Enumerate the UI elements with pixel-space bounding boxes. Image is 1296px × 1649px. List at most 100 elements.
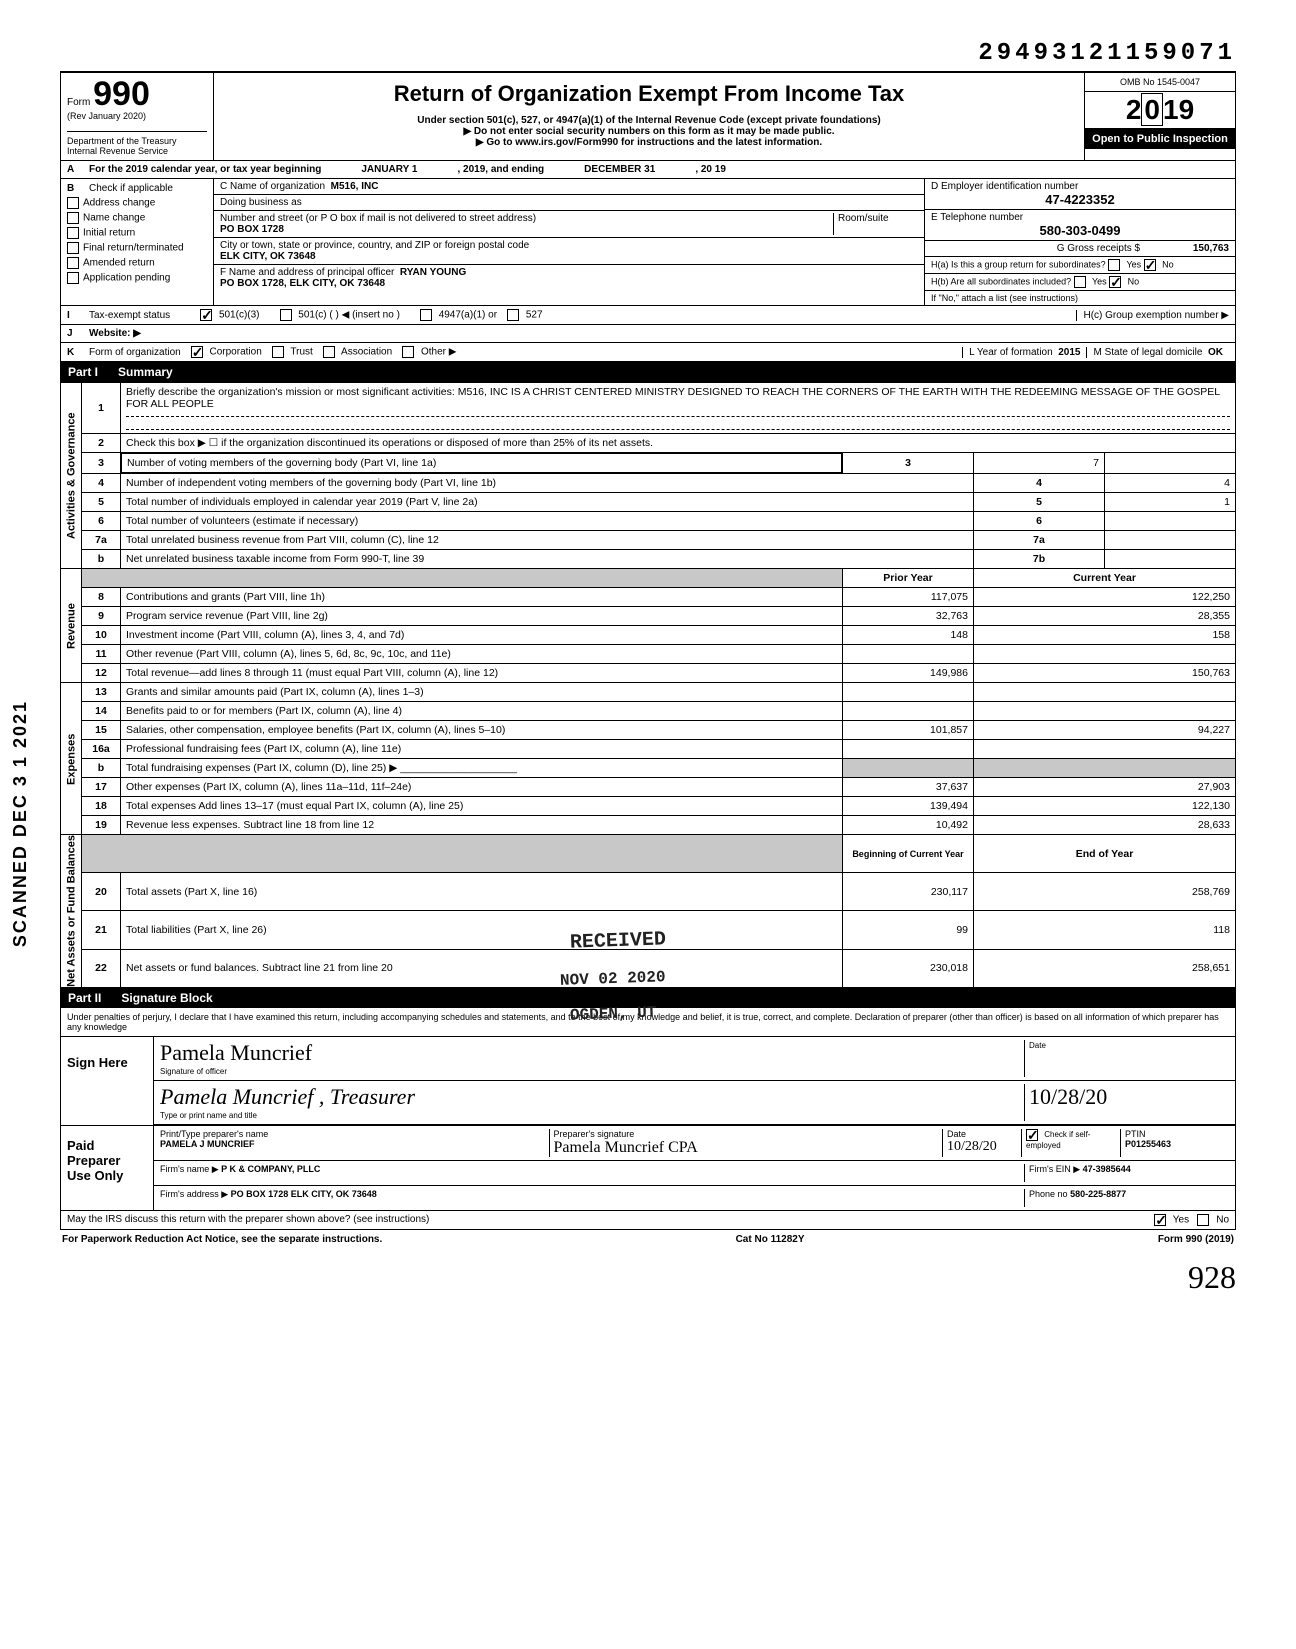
checkbox-initial-return[interactable] bbox=[67, 227, 79, 239]
check-applicable: Check if applicable bbox=[89, 183, 173, 194]
row-a: A For the 2019 calendar year, or tax yea… bbox=[60, 161, 1236, 179]
table-row: 7aTotal unrelated business revenue from … bbox=[61, 531, 1236, 550]
row-desc: Revenue less expenses. Subtract line 18 … bbox=[121, 816, 843, 835]
preparer-signature: Pamela Muncrief CPA bbox=[554, 1139, 698, 1156]
row-desc: Contributions and grants (Part VIII, lin… bbox=[121, 588, 843, 607]
firm-ein: 47-3985644 bbox=[1083, 1164, 1131, 1174]
street-label: Number and street (or P O box if mail is… bbox=[220, 213, 833, 224]
table-row: 9Program service revenue (Part VIII, lin… bbox=[61, 607, 1236, 626]
side-expenses: Expenses bbox=[61, 683, 82, 835]
begin-val: 230,117 bbox=[843, 873, 974, 911]
row-code: 7b bbox=[974, 550, 1105, 569]
row-desc: Number of voting members of the governin… bbox=[127, 457, 836, 469]
form-note2: ▶ Go to www.irs.gov/Form990 for instruct… bbox=[220, 137, 1078, 148]
begin-header: Beginning of Current Year bbox=[843, 835, 974, 873]
checkbox-address-change[interactable] bbox=[67, 197, 79, 209]
row-desc: Other revenue (Part VIII, column (A), li… bbox=[121, 645, 843, 664]
row-num: b bbox=[82, 550, 121, 569]
checkbox-other[interactable] bbox=[402, 346, 414, 358]
opt-501c3: 501(c)(3) bbox=[219, 310, 260, 321]
table-row: bNet unrelated business taxable income f… bbox=[61, 550, 1236, 569]
checkbox-ha-yes[interactable] bbox=[1108, 259, 1120, 271]
row-code: 4 bbox=[974, 474, 1105, 493]
checkbox-trust[interactable] bbox=[272, 346, 284, 358]
checkbox-hb-no[interactable] bbox=[1109, 276, 1121, 288]
checkbox-self-employed[interactable] bbox=[1026, 1129, 1038, 1141]
row-val: 1 bbox=[1105, 493, 1236, 512]
checkbox-amended[interactable] bbox=[67, 257, 79, 269]
prior-val bbox=[843, 645, 974, 664]
checkbox-pending[interactable] bbox=[67, 272, 79, 284]
table-row: 8Contributions and grants (Part VIII, li… bbox=[61, 588, 1236, 607]
pdate-label: Date bbox=[947, 1129, 966, 1139]
checkbox-corp[interactable] bbox=[191, 346, 203, 358]
checkbox-discuss-no[interactable] bbox=[1197, 1214, 1209, 1226]
opt-527: 527 bbox=[526, 310, 543, 321]
row-num: 5 bbox=[82, 493, 121, 512]
checkbox-ha-no[interactable] bbox=[1144, 259, 1156, 271]
form-title: Return of Organization Exempt From Incom… bbox=[220, 81, 1078, 107]
table-row: 11Other revenue (Part VIII, column (A), … bbox=[61, 645, 1236, 664]
end-val: 118 bbox=[974, 911, 1236, 949]
row-num: 17 bbox=[82, 778, 121, 797]
part-ii-title: Signature Block bbox=[121, 991, 212, 1005]
table-row: 10Investment income (Part VIII, column (… bbox=[61, 626, 1236, 645]
row-desc: Total number of individuals employed in … bbox=[126, 496, 478, 508]
row-desc: Number of independent voting members of … bbox=[126, 477, 496, 489]
label-initial-return: Initial return bbox=[83, 228, 135, 239]
prior-val: 149,986 bbox=[843, 664, 974, 683]
line2: Check this box ▶ ☐ if the organization d… bbox=[121, 434, 1236, 453]
row-a-label: For the 2019 calendar year, or tax year … bbox=[89, 164, 321, 175]
checkbox-name-change[interactable] bbox=[67, 212, 79, 224]
row-num: 3 bbox=[82, 453, 121, 474]
row-num: 18 bbox=[82, 797, 121, 816]
hc-label: H(c) Group exemption number ▶ bbox=[1076, 310, 1229, 321]
current-val: 122,130 bbox=[974, 797, 1236, 816]
website-label: Website: ▶ bbox=[89, 328, 141, 339]
current-val bbox=[974, 702, 1236, 721]
phone: 580-303-0499 bbox=[931, 223, 1229, 238]
org-name: M516, INC bbox=[331, 181, 379, 192]
opt-assoc: Association bbox=[341, 347, 392, 358]
received-stamp: RECEIVED bbox=[570, 928, 667, 954]
row-num: 11 bbox=[82, 645, 121, 664]
checkbox-527[interactable] bbox=[507, 309, 519, 321]
row-desc: Other expenses (Part IX, column (A), lin… bbox=[121, 778, 843, 797]
row-desc: Professional fundraising fees (Part IX, … bbox=[121, 740, 843, 759]
m-label: M State of legal domicile bbox=[1093, 347, 1202, 358]
opt-trust: Trust bbox=[290, 347, 312, 358]
current-val bbox=[974, 683, 1236, 702]
current-val bbox=[974, 740, 1236, 759]
row-val bbox=[1105, 550, 1236, 569]
checkbox-hb-yes[interactable] bbox=[1074, 276, 1086, 288]
scanned-stamp: SCANNED DEC 3 1 2021 bbox=[10, 700, 31, 947]
row-num: 12 bbox=[82, 664, 121, 683]
part-i-label: Part I bbox=[68, 365, 98, 379]
e-label: E Telephone number bbox=[931, 212, 1229, 223]
begin-val: 230,018 bbox=[843, 949, 974, 987]
rows-ijk: I Tax-exempt status 501(c)(3) 501(c) ( )… bbox=[60, 306, 1236, 362]
prior-val: 101,857 bbox=[843, 721, 974, 740]
firm-name: P K & COMPANY, PLLC bbox=[221, 1164, 320, 1174]
psig-label: Preparer's signature bbox=[554, 1129, 635, 1139]
row-val: 4 bbox=[1105, 474, 1236, 493]
checkbox-501c3[interactable] bbox=[200, 309, 212, 321]
part-i-bar: Part I Summary bbox=[60, 362, 1236, 382]
ptin-label: PTIN bbox=[1125, 1129, 1146, 1139]
table-row: 5 Total number of individuals employed in… bbox=[61, 493, 1236, 512]
checkbox-4947[interactable] bbox=[420, 309, 432, 321]
identity-block: BCheck if applicable Address change Name… bbox=[60, 179, 1236, 306]
checkbox-501c[interactable] bbox=[280, 309, 292, 321]
form-header: Form 990 (Rev January 2020) Department o… bbox=[60, 71, 1236, 161]
received-date-stamp: NOV 02 2020 bbox=[560, 968, 666, 990]
row-a-mid: , 2019, and ending bbox=[457, 164, 544, 175]
checkbox-assoc[interactable] bbox=[323, 346, 335, 358]
checkbox-final-return[interactable] bbox=[67, 242, 79, 254]
table-row: 16aProfessional fundraising fees (Part I… bbox=[61, 740, 1236, 759]
row-desc: Salaries, other compensation, employee b… bbox=[121, 721, 843, 740]
row-num: 7a bbox=[82, 531, 121, 550]
part-i-title: Summary bbox=[118, 365, 173, 379]
type-label: Type or print name and title bbox=[160, 1111, 257, 1120]
opt-4947: 4947(a)(1) or bbox=[439, 310, 497, 321]
checkbox-discuss-yes[interactable] bbox=[1154, 1214, 1166, 1226]
